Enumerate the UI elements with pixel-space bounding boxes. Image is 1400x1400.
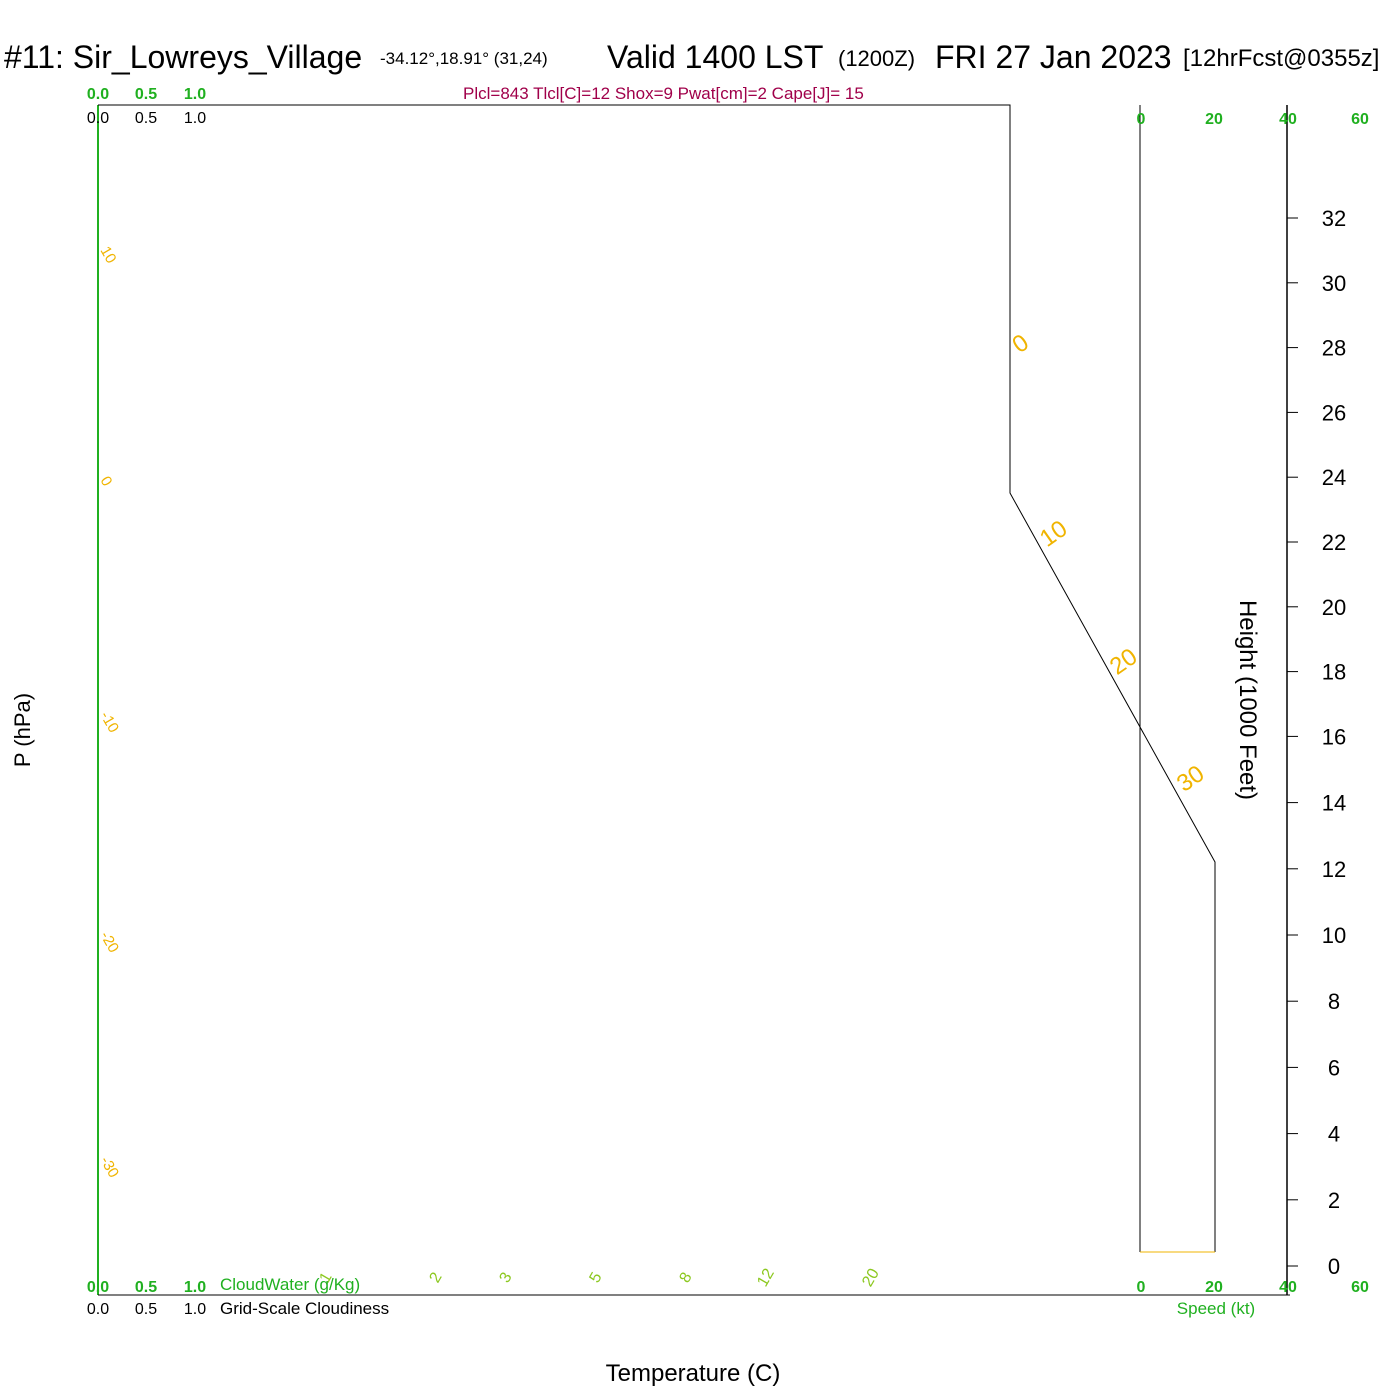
cloudwater-label: CloudWater (g/Kg): [220, 1275, 360, 1294]
height-tick-label: 16: [1322, 724, 1346, 749]
isotherm-label: 0: [97, 474, 116, 490]
cloud-tick-top: 1.0: [184, 86, 206, 103]
height-tick-label: 20: [1322, 595, 1346, 620]
height-tick-label: 6: [1328, 1055, 1340, 1080]
isotherm-label: 10: [97, 244, 120, 267]
height-tick-label: 30: [1322, 271, 1346, 296]
height-tick-label: 28: [1322, 336, 1346, 361]
forecast-info: [12hrFcst@0355z]: [1183, 45, 1379, 72]
label-layer: -30-20-100102030402503004005007008501000…: [4, 39, 1379, 1387]
speed-tick-bottom: 20: [1205, 1279, 1223, 1296]
speed-tick-top: 40: [1279, 111, 1297, 128]
plot-frame: [98, 104, 1216, 1252]
forecast-date: FRI 27 Jan 2023: [935, 39, 1172, 75]
speed-tick-bottom: 40: [1279, 1279, 1297, 1296]
stability-indices: Plcl=843 Tlcl[C]=12 Shox=9 Pwat[cm]=2 Ca…: [463, 84, 864, 103]
height-tick-label: 18: [1322, 660, 1346, 685]
mixing-ratio-label: 8: [677, 1270, 696, 1286]
cloud-tick-top: 0.0: [87, 86, 109, 103]
cloud-tick-bottom-2: 1.0: [184, 1301, 206, 1318]
height-tick-label: 2: [1328, 1188, 1340, 1213]
mixing-ratio-label: 20: [859, 1266, 883, 1290]
mixing-ratio-label: 12: [754, 1266, 778, 1290]
cloud-tick-bottom: 0.5: [135, 1279, 157, 1296]
cloud-tick-bottom-2: 0.5: [135, 1301, 157, 1318]
height-tick-label: 24: [1322, 465, 1346, 490]
height-tick-label: 4: [1328, 1122, 1340, 1147]
isotherm-label-right: 30: [1172, 760, 1209, 797]
isotherm-label: -30: [97, 1154, 123, 1181]
height-axis-label: Height (1000 Feet): [1234, 600, 1261, 800]
height-tick-label: 22: [1322, 530, 1346, 555]
height-tick-label: 12: [1322, 857, 1346, 882]
mixing-ratio-label: 3: [497, 1270, 516, 1286]
y-axis-label: P (hPa): [10, 693, 35, 767]
speed-label: Speed (kt): [1177, 1299, 1255, 1318]
isotherm-label: -20: [97, 929, 123, 956]
height-tick-label: 0: [1328, 1254, 1340, 1279]
cloud-tick-top-2: 0.5: [135, 110, 157, 127]
height-tick-label: 26: [1322, 400, 1346, 425]
isotherm-label: -10: [97, 709, 123, 736]
isotherm-label-right: 10: [1035, 515, 1072, 552]
station-title: #11: Sir_Lowreys_Village: [4, 39, 362, 75]
cloud-tick-top-2: 0.0: [87, 110, 109, 127]
height-tick-label: 14: [1322, 791, 1346, 816]
zulu-time: (1200Z): [838, 46, 915, 71]
speed-tick-top: 20: [1205, 111, 1223, 128]
mixing-ratio-label: 2: [427, 1270, 446, 1286]
station-coords: -34.12°,18.91° (31,24): [380, 49, 548, 68]
cloud-tick-top: 0.5: [135, 86, 157, 103]
isotherm-label-right: 0: [1007, 329, 1033, 359]
cloud-tick-top-2: 1.0: [184, 110, 206, 127]
height-tick-label: 10: [1322, 923, 1346, 948]
grid-layer: [97, 104, 1298, 1296]
x-axis-label: Temperature (C): [606, 1360, 781, 1387]
cloud-tick-bottom: 1.0: [184, 1279, 206, 1296]
height-tick-label: 8: [1328, 989, 1340, 1014]
cloud-tick-bottom-2: 0.0: [87, 1301, 109, 1318]
height-tick-label: 32: [1322, 206, 1346, 231]
valid-time: Valid 1400 LST: [607, 39, 823, 75]
speed-tick-top: 0: [1137, 111, 1146, 128]
speed-tick-top: 60: [1351, 111, 1369, 128]
mixing-ratio-label: 5: [587, 1270, 606, 1286]
speed-tick-bottom: 60: [1351, 1279, 1369, 1296]
cloudiness-label: Grid-Scale Cloudiness: [220, 1299, 389, 1318]
speed-tick-bottom: 0: [1137, 1279, 1146, 1296]
cloud-tick-bottom: 0.0: [87, 1279, 109, 1296]
